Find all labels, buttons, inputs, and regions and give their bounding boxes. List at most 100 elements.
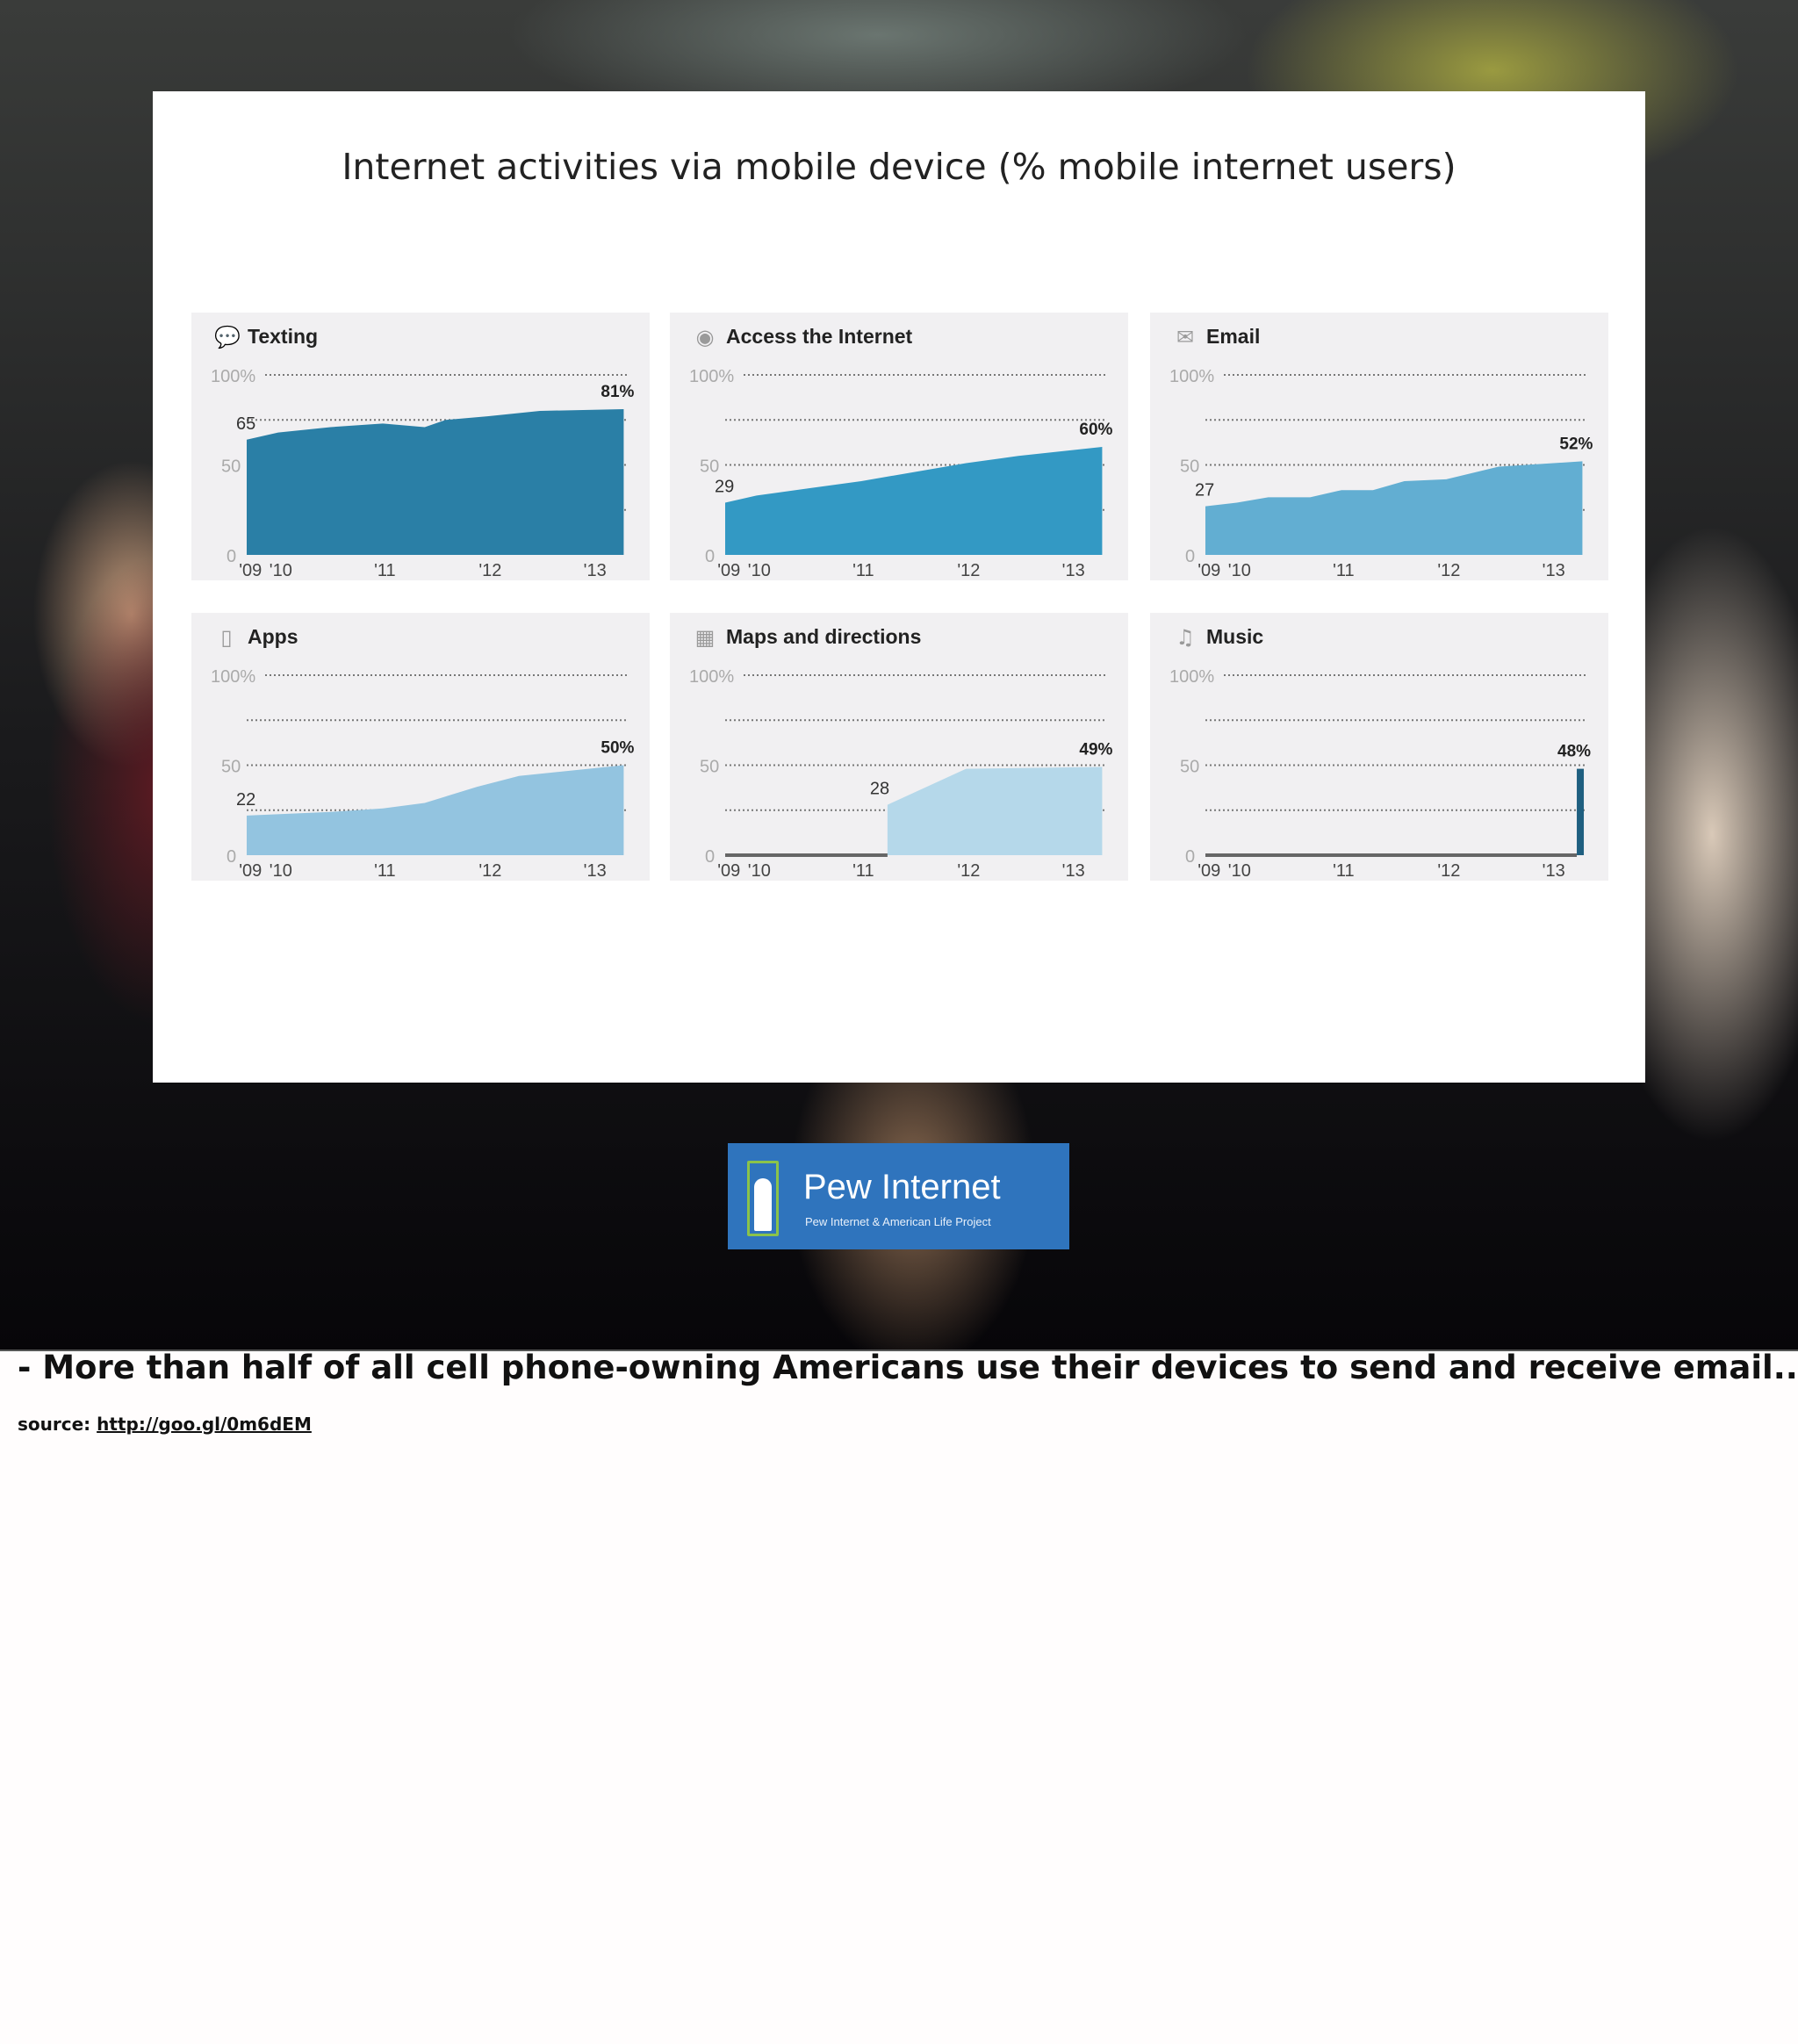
- x-tick-label: '10: [748, 561, 771, 580]
- chart-title: Music: [1206, 625, 1264, 648]
- x-tick-label: '10: [270, 561, 292, 580]
- chart-title: Texting: [248, 325, 319, 348]
- caption-bullet: - More than half of all cell phone-ownin…: [18, 1349, 1798, 1386]
- x-tick-label: '12: [1437, 861, 1460, 881]
- map-icon: ▦: [694, 625, 716, 650]
- y-tick-label: 50: [1180, 758, 1199, 777]
- chart-title: Apps: [248, 625, 298, 648]
- y-tick-label: 100%: [211, 667, 255, 687]
- x-tick-label: '11: [1333, 861, 1355, 881]
- y-tick-label: 100%: [211, 367, 255, 386]
- x-tick-label: '09: [717, 561, 740, 580]
- y-tick-label: 0: [227, 547, 236, 566]
- start-value-label: 22: [236, 790, 255, 810]
- end-value-label: 48%: [1557, 743, 1591, 761]
- start-value-label: 28: [870, 780, 889, 799]
- chart-title: Access the Internet: [726, 325, 913, 348]
- chart-panel-access-the-internet: 100% 50 0'09 '10 '11 '12 '13 29 60% ◉ Access the I…: [670, 313, 1128, 580]
- end-value-label: 50%: [601, 739, 634, 758]
- area-series: [247, 408, 624, 555]
- x-tick-label: '09: [1197, 861, 1220, 881]
- source-line: source: http://goo.gl/0m6dEM: [18, 1414, 312, 1435]
- logo-mark-icon: [747, 1161, 779, 1236]
- slide: Internet activities via mobile device (%…: [153, 91, 1645, 1083]
- x-tick-label: '12: [1437, 561, 1460, 580]
- y-tick-label: 50: [700, 457, 719, 477]
- chart-svg: 100% 50 0'09 '10 '11 '12 '13 48%: [1169, 667, 1591, 881]
- chart-svg: 100% 50 0'09 '10 '11 '12 '13 28 49%: [689, 667, 1113, 881]
- chart-panel-maps-and-directions: 100% 50 0'09 '10 '11 '12 '13 28 49% ▦ Maps and dir…: [670, 613, 1128, 881]
- bar: [1577, 768, 1585, 855]
- x-tick-label: '09: [1197, 561, 1220, 580]
- chart-title: Maps and directions: [726, 625, 922, 648]
- x-tick-label: '10: [748, 861, 771, 881]
- y-tick-label: 0: [227, 847, 236, 867]
- end-value-label: 81%: [601, 383, 634, 401]
- chart-panel-email: 100% 50 0'09 '10 '11 '12 '13 27 52% ✉ Email: [1150, 313, 1608, 580]
- x-tick-label: '13: [1062, 561, 1085, 580]
- x-tick-label: '13: [1543, 861, 1565, 881]
- chart-svg: 100% 50 0'09 '10 '11 '12 '13 65 81%: [211, 367, 635, 580]
- chart-panel-music: 100% 50 0'09 '10 '11 '12 '13 48% ♫ Music: [1150, 613, 1608, 881]
- x-tick-label: '10: [1228, 861, 1251, 881]
- x-tick-label: '13: [1062, 861, 1085, 881]
- x-tick-label: '12: [478, 561, 501, 580]
- x-tick-label: '11: [852, 861, 874, 881]
- y-tick-label: 50: [1180, 457, 1199, 477]
- speech-bubble-icon: 💬: [214, 325, 241, 349]
- y-tick-label: 50: [221, 457, 241, 477]
- chart-title: Email: [1206, 325, 1261, 348]
- x-tick-label: '11: [374, 561, 396, 580]
- x-tick-label: '10: [1228, 561, 1251, 580]
- y-tick-label: 100%: [1169, 367, 1214, 386]
- chart-svg: 100% 50 0'09 '10 '11 '12 '13 22 50%: [211, 667, 635, 881]
- chart-panel-apps: 100% 50 0'09 '10 '11 '12 '13 22 50% ▯ Apps: [191, 613, 650, 881]
- y-tick-label: 100%: [689, 367, 734, 386]
- area-series: [247, 765, 624, 855]
- end-value-label: 49%: [1079, 741, 1112, 759]
- end-value-label: 60%: [1079, 421, 1112, 439]
- source-link[interactable]: http://goo.gl/0m6dEM: [97, 1414, 312, 1435]
- y-tick-label: 0: [705, 547, 715, 566]
- y-tick-label: 0: [1185, 847, 1195, 867]
- chart-panel-texting: 100% 50 0'09 '10 '11 '12 '13 65 81% 💬 Texting: [191, 313, 650, 580]
- area-series: [1205, 461, 1583, 555]
- y-tick-label: 0: [1185, 547, 1195, 566]
- x-tick-label: '11: [374, 861, 396, 881]
- envelope-icon: ✉: [1176, 325, 1195, 349]
- x-tick-label: '11: [852, 561, 874, 580]
- y-tick-label: 50: [221, 758, 241, 777]
- source-label: source:: [18, 1414, 97, 1435]
- chart-svg: 100% 50 0'09 '10 '11 '12 '13 29 60%: [689, 367, 1113, 580]
- logo-name: Pew Internet: [803, 1168, 1001, 1206]
- y-tick-label: 0: [705, 847, 715, 867]
- y-tick-label: 100%: [689, 667, 734, 687]
- y-tick-label: 50: [700, 758, 719, 777]
- start-value-label: 27: [1195, 481, 1214, 500]
- y-tick-label: 100%: [1169, 667, 1214, 687]
- x-tick-label: '13: [584, 861, 607, 881]
- x-tick-label: '09: [239, 861, 262, 881]
- start-value-label: 29: [715, 478, 734, 497]
- logo-figure-icon: [754, 1178, 772, 1231]
- logo-subtitle: Pew Internet & American Life Project: [805, 1215, 991, 1228]
- globe-icon: ◉: [695, 325, 715, 349]
- start-value-label: 65: [236, 414, 255, 434]
- x-tick-label: '09: [717, 861, 740, 881]
- x-tick-label: '11: [1333, 561, 1355, 580]
- x-tick-label: '13: [1543, 561, 1565, 580]
- area-series: [725, 447, 1103, 555]
- slide-title: Internet activities via mobile device (%…: [342, 146, 1456, 188]
- x-tick-label: '10: [270, 861, 292, 881]
- end-value-label: 52%: [1559, 435, 1593, 453]
- music-note-icon: ♫: [1176, 625, 1195, 650]
- chart-svg: 100% 50 0'09 '10 '11 '12 '13 27 52%: [1169, 367, 1593, 580]
- x-tick-label: '09: [239, 561, 262, 580]
- phone-tap-icon: ▯: [220, 625, 233, 650]
- pew-internet-logo: Pew Internet Pew Internet & American Lif…: [728, 1143, 1069, 1249]
- x-tick-label: '13: [584, 561, 607, 580]
- area-series: [887, 766, 1103, 855]
- x-tick-label: '12: [478, 861, 501, 881]
- x-tick-label: '12: [957, 561, 980, 580]
- x-tick-label: '12: [957, 861, 980, 881]
